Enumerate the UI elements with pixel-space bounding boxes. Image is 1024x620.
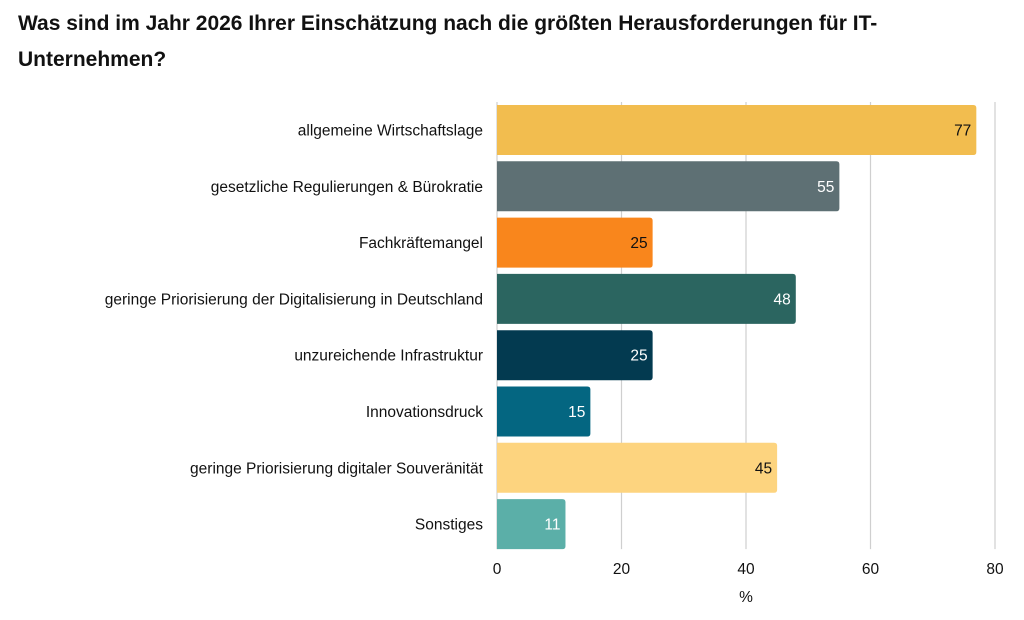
bar-value-label: 11 xyxy=(544,517,560,534)
bar xyxy=(497,105,977,155)
x-tick-label: 60 xyxy=(862,561,880,578)
category-label: gesetzliche Regulierungen & Bürokratie xyxy=(211,179,483,196)
bar-value-label: 25 xyxy=(630,348,647,365)
bar xyxy=(497,273,796,324)
bar-value-label: 55 xyxy=(817,179,834,196)
x-tick-label: 80 xyxy=(986,561,1004,578)
bar-value-label: 45 xyxy=(755,460,772,477)
category-labels: allgemeine Wirtschaftslage gesetzliche Re… xyxy=(105,123,484,534)
bar-value-label: 15 xyxy=(568,404,585,421)
category-label: Sonstiges xyxy=(415,517,483,534)
bar-value-label: 77 xyxy=(954,123,971,140)
x-tick-label: 40 xyxy=(737,561,755,578)
bar xyxy=(497,499,566,550)
bar xyxy=(497,442,778,493)
category-label: unzureichende Infrastruktur xyxy=(294,348,483,365)
bars: 77 55 25 48 25 15 45 11 xyxy=(497,105,977,550)
bar xyxy=(497,386,591,437)
bar xyxy=(497,161,840,212)
x-tick-label: 0 xyxy=(493,561,502,578)
x-tick-labels: 0 20 40 60 80 xyxy=(493,561,1004,578)
bar-value-label: 25 xyxy=(630,235,647,252)
category-label: allgemeine Wirtschaftslage xyxy=(298,123,483,140)
category-label: geringe Priorisierung digitaler Souverän… xyxy=(190,460,484,477)
category-label: Fachkräftemangel xyxy=(359,235,483,252)
x-axis-label: % xyxy=(739,589,753,606)
bar-value-label: 48 xyxy=(774,291,791,308)
x-tick-label: 20 xyxy=(613,561,631,578)
chart-title: Was sind im Jahr 2026 Ihrer Einschätzung… xyxy=(18,12,878,71)
bar xyxy=(497,330,653,381)
bar xyxy=(497,217,653,268)
category-label: geringe Priorisierung der Digitalisierun… xyxy=(105,291,483,308)
category-label: Innovationsdruck xyxy=(366,404,483,421)
